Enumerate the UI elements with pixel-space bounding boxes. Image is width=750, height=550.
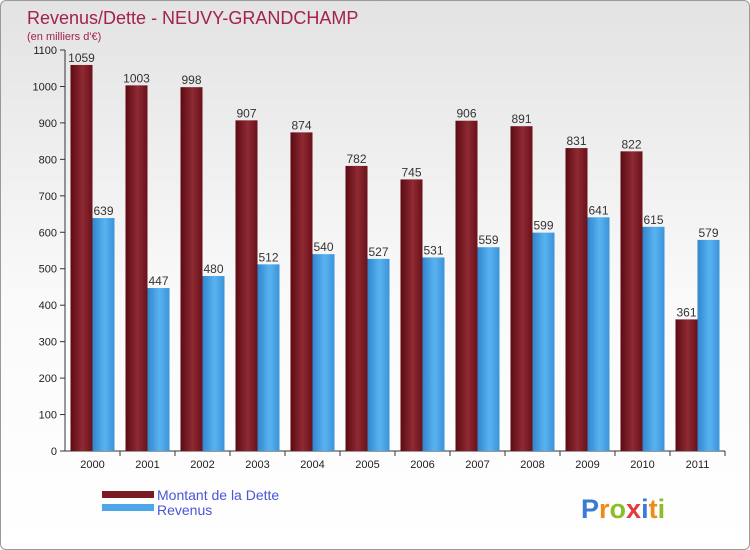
logo-letter: x	[626, 494, 641, 524]
bar-debt	[180, 87, 203, 451]
data-label-debt: 361	[676, 305, 696, 319]
data-label-debt: 831	[566, 134, 586, 148]
x-tick-label: 2002	[190, 459, 214, 471]
x-tick-label: 2011	[686, 459, 710, 471]
bar-debt	[510, 126, 533, 451]
x-tick-label: 2000	[80, 459, 104, 471]
data-label-revenue: 639	[93, 204, 113, 218]
bar-revenue	[147, 288, 170, 451]
bar-revenue	[477, 247, 500, 451]
chart-title: Revenus/Dette - NEUVY-GRANDCHAMP	[27, 8, 358, 28]
bar-debt	[620, 151, 643, 452]
y-tick-label: 200	[39, 373, 57, 385]
bar-revenue	[257, 264, 280, 451]
data-label-revenue: 599	[533, 219, 553, 233]
y-tick-label: 400	[39, 300, 57, 312]
data-label-revenue: 540	[313, 240, 333, 254]
data-label-revenue: 641	[588, 203, 608, 217]
bar-revenue	[532, 232, 555, 451]
data-label-debt: 891	[511, 112, 531, 126]
bar-debt	[400, 179, 423, 451]
data-label-revenue: 527	[368, 245, 388, 259]
logo-letter: t	[649, 494, 658, 524]
y-tick-label: 0	[51, 446, 57, 458]
data-label-debt: 822	[621, 137, 641, 151]
legend-swatch-revenue	[102, 504, 154, 511]
y-tick-label: 900	[39, 118, 57, 130]
chart-subtitle: (en milliers d'€)	[27, 31, 101, 43]
plot-area: 0 100 200 300 400 500 600 700 800 900 1000 1100 2000…	[33, 45, 726, 471]
proxiti-logo: Proxiti	[581, 494, 665, 524]
bar-revenue	[202, 276, 225, 451]
data-label-debt: 1003	[123, 71, 150, 85]
logo-letter: r	[599, 494, 610, 524]
y-tick-label: 300	[39, 337, 57, 349]
x-tick-label: 2009	[575, 459, 599, 471]
legend-label-revenue: Revenus	[157, 502, 212, 518]
y-tick-label: 600	[39, 227, 57, 239]
bar-debt	[565, 148, 588, 451]
data-label-debt: 745	[401, 165, 421, 179]
data-label-debt: 906	[456, 107, 476, 121]
bar-revenue	[92, 218, 115, 451]
proxiti-watermark: Proxiti	[581, 494, 665, 524]
data-label-debt: 998	[181, 73, 201, 87]
data-label-debt: 907	[236, 106, 256, 120]
logo-letter: P	[581, 494, 599, 524]
x-tick-label: 2006	[410, 459, 434, 471]
bar-revenue	[367, 258, 390, 451]
x-tick-label: 2010	[630, 459, 654, 471]
legend: Montant de la Dette Revenus	[102, 487, 279, 518]
bar-debt	[675, 319, 698, 451]
bar-revenue	[422, 257, 445, 451]
bar-debt	[455, 120, 478, 452]
data-label-revenue: 559	[478, 233, 498, 247]
data-label-revenue: 531	[423, 243, 443, 257]
bar-debt	[70, 64, 93, 452]
bar-revenue	[587, 217, 610, 451]
y-tick-label: 1100	[33, 45, 57, 57]
data-label-revenue: 480	[203, 262, 223, 276]
data-label-revenue: 447	[148, 274, 168, 288]
bar-debt	[125, 85, 148, 452]
bar-debt	[235, 120, 258, 451]
data-label-revenue: 579	[698, 226, 718, 240]
x-tick-label: 2004	[300, 459, 324, 471]
bar-revenue	[312, 254, 335, 451]
bar-debt	[345, 165, 368, 451]
x-tick-label: 2003	[245, 459, 269, 471]
data-label-debt: 782	[346, 152, 366, 166]
x-tick-label: 2005	[355, 459, 379, 471]
y-tick-label: 800	[39, 154, 57, 166]
x-tick-label: 2001	[135, 459, 159, 471]
legend-swatch-debt	[102, 491, 154, 498]
y-tick-label: 100	[39, 410, 57, 422]
bar-revenue	[697, 239, 720, 451]
y-tick-label: 700	[39, 191, 57, 203]
logo-letter: i	[641, 494, 649, 524]
data-label-debt: 1059	[68, 51, 95, 65]
x-tick-label: 2008	[520, 459, 544, 471]
legend-label-debt: Montant de la Dette	[157, 487, 279, 503]
y-tick-label: 1000	[33, 81, 57, 93]
logo-letter: o	[610, 494, 627, 524]
data-label-revenue: 615	[643, 213, 663, 227]
bar-debt	[290, 132, 313, 451]
data-label-revenue: 512	[258, 250, 278, 264]
y-tick-label: 500	[39, 264, 57, 276]
data-label-debt: 874	[291, 118, 311, 132]
bar-revenue	[642, 226, 665, 451]
logo-letter: i	[658, 494, 666, 524]
x-tick-label: 2007	[465, 459, 489, 471]
